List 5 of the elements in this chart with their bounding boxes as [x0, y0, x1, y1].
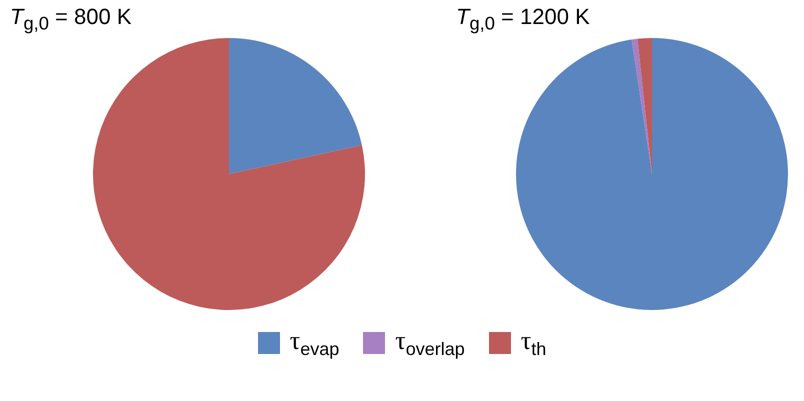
- legend-label: τ$_{th}$: [520, 326, 546, 360]
- legend-label: τ$_{evap}$: [290, 326, 340, 360]
- legend-label: τ$_{overlap}$: [395, 326, 465, 360]
- chart-title: T$_{g,0}$ = 800 K: [10, 4, 132, 34]
- chart-title: T$_{g,0}$ = 1200 K: [456, 4, 590, 34]
